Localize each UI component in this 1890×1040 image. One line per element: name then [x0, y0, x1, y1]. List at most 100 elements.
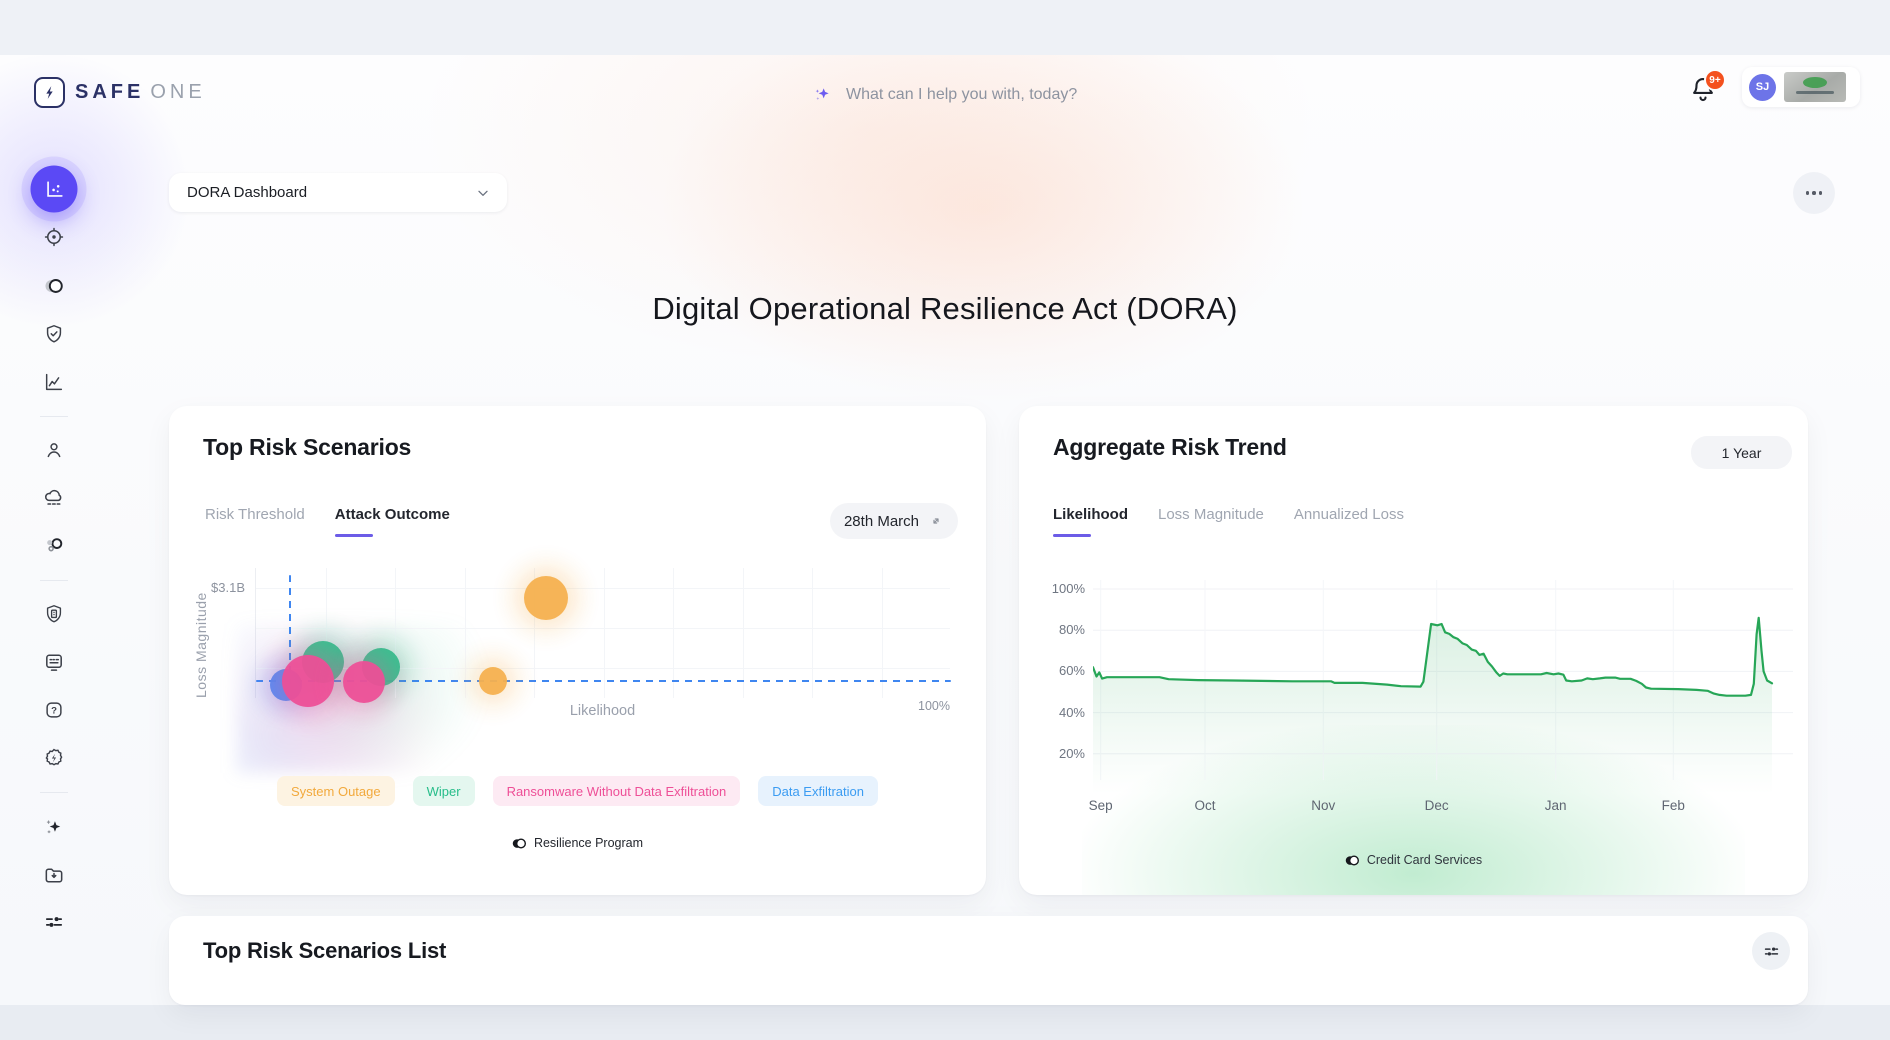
trend-xtick: Dec — [1424, 798, 1449, 813]
tab-loss-magnitude[interactable]: Loss Magnitude — [1158, 506, 1264, 523]
top-risk-list-title: Top Risk Scenarios List — [203, 938, 447, 963]
gridline — [256, 588, 950, 589]
sidebar-item-scatter-chart[interactable] — [30, 165, 78, 213]
top-risk-scenarios-card: Top Risk Scenarios Risk Threshold Attack… — [169, 406, 986, 895]
sidebar-item-trend-line[interactable] — [43, 371, 65, 393]
gridline — [881, 568, 883, 698]
brand-logo[interactable]: SAFE ONE — [34, 77, 206, 108]
trend-xtick: Oct — [1194, 798, 1216, 813]
sidebar-item-help[interactable]: ? — [43, 699, 65, 721]
tab-risk-threshold[interactable]: Risk Threshold — [205, 506, 305, 523]
dashboard-select-value: DORA Dashboard — [187, 184, 308, 201]
gridline — [603, 568, 605, 698]
gridline — [395, 568, 396, 698]
date-label: 28th March — [843, 512, 920, 530]
sparkle-icon — [812, 85, 832, 105]
trend-chart — [1093, 580, 1793, 794]
sidebar-item-sparkles[interactable] — [43, 816, 66, 839]
sidebar-divider — [40, 580, 68, 581]
bubble-x-max-label: 100% — [918, 699, 950, 713]
aggregate-tabs: Likelihood Loss Magnitude Annualized Los… — [1053, 506, 1404, 537]
sidebar-item-bubbles[interactable] — [43, 535, 66, 558]
risk-bubble[interactable] — [282, 655, 335, 708]
sidebar-item-filter-sliders[interactable] — [43, 911, 66, 934]
dashboard-select[interactable]: DORA Dashboard — [169, 173, 507, 212]
filter-sliders-icon — [1764, 946, 1778, 956]
legend-chip[interactable]: System Outage — [277, 776, 395, 806]
bubble-y-axis-label: Loss Magnitude — [193, 592, 209, 698]
gridline — [464, 568, 466, 698]
assistant-input[interactable]: What can I help you with, today? — [812, 78, 1142, 112]
tab-likelihood[interactable]: Likelihood — [1053, 506, 1128, 537]
expand-icon — [933, 518, 939, 524]
gridline — [812, 568, 813, 698]
trend-xtick: Feb — [1661, 798, 1685, 813]
series-toggle-icon — [512, 837, 526, 849]
date-selector[interactable]: 28th March — [830, 503, 958, 539]
tab-attack-outcome[interactable]: Attack Outcome — [334, 506, 450, 537]
resilience-program-toggle[interactable]: Resilience Program — [169, 836, 986, 850]
top-risk-title: Top Risk Scenarios — [203, 434, 412, 460]
bubble-y-top-label: $3.1B — [211, 580, 245, 595]
sidebar-item-shield-card[interactable] — [43, 603, 65, 625]
app-header: SAFE ONE What can I help you with, today?… — [0, 55, 1890, 135]
loss-threshold-line — [256, 680, 951, 683]
sidebar-item-shield-check[interactable] — [43, 323, 65, 345]
range-label: 1 Year — [1721, 444, 1762, 461]
assistant-placeholder: What can I help you with, today? — [846, 86, 1078, 103]
top-risk-scenarios-list-card: Top Risk Scenarios List — [169, 916, 1808, 1005]
sidebar-item-report[interactable] — [43, 651, 66, 674]
range-selector[interactable]: 1 Year — [1691, 436, 1792, 469]
bubble-chart — [236, 568, 951, 773]
page-title: Digital Operational Resilience Act (DORA… — [652, 291, 1238, 326]
more-options-button[interactable] — [1793, 172, 1835, 214]
sidebar-item-folder-download[interactable] — [43, 864, 66, 887]
sidebar-item-target[interactable] — [43, 226, 66, 249]
likelihood-threshold-line — [289, 575, 292, 685]
trend-ytick: 100% — [1051, 581, 1085, 596]
sidebar-item-cloud-storage[interactable] — [43, 487, 66, 510]
gridline — [325, 568, 327, 698]
trend-xtick: Jan — [1544, 798, 1567, 813]
risk-bubble[interactable] — [478, 667, 507, 696]
brand-bolt-icon — [34, 77, 65, 108]
trend-ytick: 40% — [1058, 704, 1085, 720]
bubble-x-axis-label: Likelihood — [569, 703, 636, 719]
avatar: SJ — [1749, 73, 1776, 101]
credit-card-services-toggle[interactable]: Credit Card Services — [1019, 853, 1808, 867]
gridline — [534, 568, 535, 698]
sidebar-divider — [40, 416, 68, 417]
sidebar-item-contrast[interactable] — [42, 274, 66, 298]
aggregate-title: Aggregate Risk Trend — [1053, 434, 1287, 460]
trend-legend-label: Credit Card Services — [1366, 853, 1483, 867]
trend-xtick: Sep — [1088, 798, 1113, 813]
legend-chip[interactable]: Wiper — [412, 776, 475, 806]
top-risk-tabs: Risk Threshold Attack Outcome — [205, 506, 450, 537]
risk-bubble[interactable] — [523, 575, 568, 620]
aggregate-risk-trend-card: Aggregate Risk Trend 1 Year Likelihood L… — [1019, 406, 1808, 895]
gridline — [673, 568, 674, 698]
gridline — [256, 628, 950, 629]
chevron-down-icon — [478, 190, 488, 196]
risk-bubble[interactable] — [342, 661, 385, 704]
notification-badge: 9+ — [1704, 69, 1726, 91]
sidebar-item-badge-bolt[interactable] — [43, 747, 66, 770]
legend-chip[interactable]: Ransomware Without Data Exfiltration — [492, 776, 741, 806]
svg-text:?: ? — [51, 705, 57, 716]
list-filter-button[interactable] — [1752, 932, 1790, 970]
notifications-button[interactable]: 9+ — [1688, 69, 1728, 115]
page-bottom-strip — [0, 1005, 1890, 1040]
brand-name: SAFE ONE — [75, 81, 206, 103]
gridline — [256, 668, 950, 669]
series-toggle-icon — [1345, 854, 1359, 866]
trend-ytick: 60% — [1058, 663, 1085, 679]
sidebar-item-user[interactable] — [43, 439, 65, 461]
profile-card[interactable]: SJ — [1742, 67, 1860, 107]
trend-ytick: 20% — [1058, 745, 1085, 761]
sidebar-divider — [40, 792, 68, 793]
scenario-legend: System Outage Wiper Ransomware Without Dat… — [169, 776, 986, 806]
resilience-program-label: Resilience Program — [533, 836, 644, 850]
legend-chip[interactable]: Data Exfiltration — [758, 776, 878, 806]
tab-annualized-loss[interactable]: Annualized Loss — [1293, 506, 1404, 523]
gridline — [742, 568, 744, 698]
